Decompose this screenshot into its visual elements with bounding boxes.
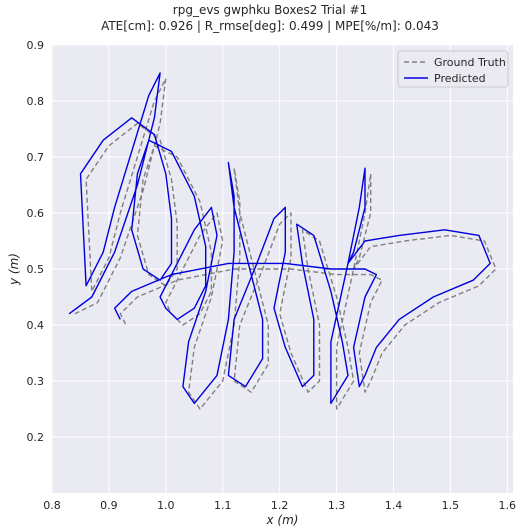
x-tick-label: 0.8	[43, 499, 61, 512]
series-line-predicted	[68, 72, 491, 405]
y-tick-label: 0.6	[27, 207, 45, 220]
x-ticks: 0.8 0.9 1.0 1.1 1.2 1.3 1.4 1.5 1.6	[43, 499, 516, 512]
y-tick-label: 0.4	[27, 319, 45, 332]
legend: Ground Truth Predicted	[397, 50, 509, 88]
legend-label: Ground Truth	[434, 56, 506, 69]
series-group	[68, 72, 497, 410]
y-tick-label: 0.5	[27, 263, 45, 276]
y-tick-label: 0.7	[27, 151, 45, 164]
x-tick-label: 1.3	[328, 499, 346, 512]
x-tick-label: 1.1	[214, 499, 232, 512]
x-axis-label: x (m)	[266, 513, 299, 526]
x-tick-label: 1.6	[499, 499, 517, 512]
y-tick-label: 0.9	[27, 39, 45, 52]
series-line-ground-truth	[74, 77, 497, 410]
y-ticks: 0.2 0.3 0.4 0.5 0.6 0.7 0.8 0.9	[27, 39, 45, 444]
x-tick-label: 1.2	[271, 499, 289, 512]
y-axis-label: y (m)	[7, 253, 21, 286]
grid-lines	[51, 44, 513, 493]
x-tick-label: 1.4	[385, 499, 403, 512]
y-tick-label: 0.8	[27, 95, 45, 108]
legend-label: Predicted	[434, 72, 486, 85]
chart-title: rpg_evs gwphku Boxes2 Trial #1	[173, 3, 367, 17]
x-tick-label: 0.9	[100, 499, 118, 512]
y-tick-label: 0.2	[27, 431, 45, 444]
x-tick-label: 1.5	[442, 499, 460, 512]
chart-subtitle: ATE[cm]: 0.926 | R_rmse[deg]: 0.499 | MP…	[101, 19, 439, 33]
y-tick-label: 0.3	[27, 375, 45, 388]
x-tick-label: 1.0	[157, 499, 175, 512]
